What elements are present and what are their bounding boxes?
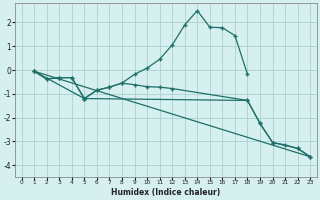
- X-axis label: Humidex (Indice chaleur): Humidex (Indice chaleur): [111, 188, 220, 197]
